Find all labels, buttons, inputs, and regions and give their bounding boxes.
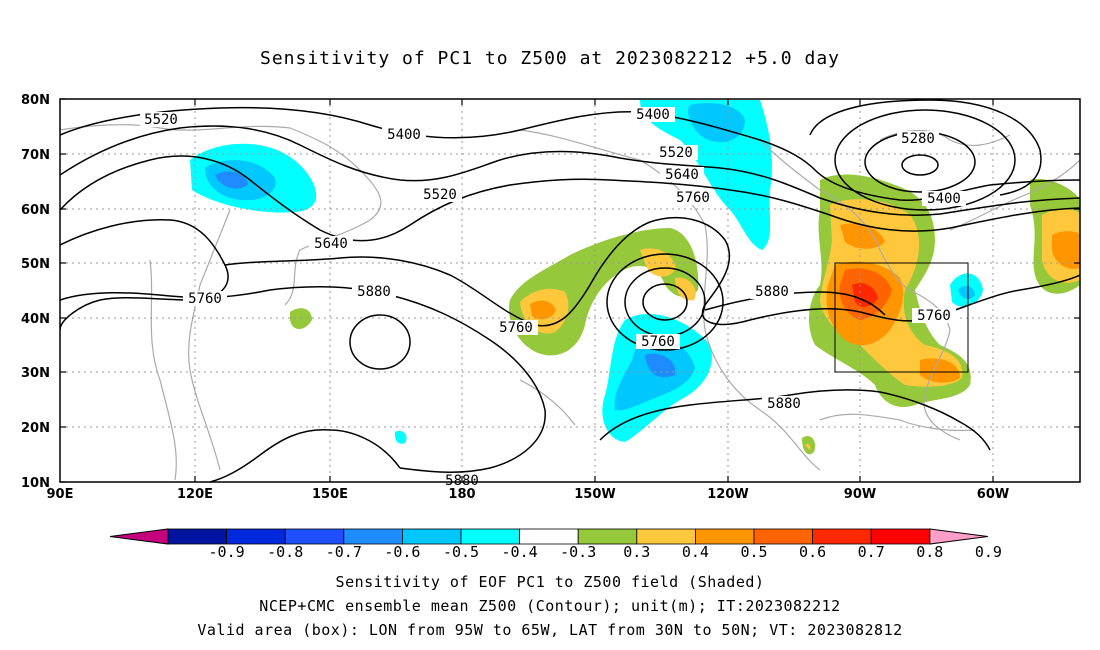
colorbar-label: 0.3 bbox=[623, 543, 650, 561]
negative-region-arctic bbox=[640, 100, 772, 250]
contour-label: 5400 bbox=[927, 191, 961, 207]
colorbar-swatch bbox=[167, 528, 227, 545]
colorbar-swatch bbox=[401, 528, 462, 545]
colorbar-label: 0.4 bbox=[682, 543, 709, 561]
contour-label: 5400 bbox=[387, 127, 421, 143]
colorbar-label: -0.3 bbox=[560, 543, 596, 561]
lat-tick-label: 20N bbox=[21, 421, 50, 436]
colorbar-label: 0.9 bbox=[975, 543, 1002, 561]
contour-label: 5760 bbox=[499, 320, 533, 336]
axis-ticks bbox=[60, 98, 1080, 483]
colorbar-swatch bbox=[577, 528, 638, 545]
sensitivity-shading bbox=[190, 100, 1080, 455]
lon-tick-label: 180 bbox=[448, 487, 475, 502]
contour-label: 5520 bbox=[144, 112, 178, 128]
contour-label: 5760 bbox=[676, 190, 710, 206]
contour-label: 5520 bbox=[659, 145, 693, 161]
lat-tick-label: 60N bbox=[21, 203, 50, 218]
colorbar-label: -0.9 bbox=[209, 543, 245, 561]
colorbar-label: 0.6 bbox=[799, 543, 826, 561]
colorbar-swatch bbox=[870, 528, 931, 545]
lon-tick-label: 150W bbox=[574, 487, 615, 502]
contour-label: 5760 bbox=[641, 334, 675, 350]
lat-tick-label: 30N bbox=[21, 366, 50, 381]
contour-label: 5400 bbox=[636, 107, 670, 123]
caption-line-1: Sensitivity of EOF PC1 to Z500 field (Sh… bbox=[335, 573, 765, 591]
grid-lines bbox=[60, 99, 1080, 482]
caption-line-2: NCEP+CMC ensemble mean Z500 (Contour); u… bbox=[259, 597, 841, 615]
contour-label: 5760 bbox=[188, 291, 222, 307]
lon-tick-label: 60W bbox=[977, 487, 1009, 502]
colorbar-swatch bbox=[460, 528, 520, 545]
contour-low-pacific bbox=[642, 283, 688, 321]
colorbar-label: -0.8 bbox=[267, 543, 303, 561]
contour-label: 5880 bbox=[755, 284, 789, 300]
lat-tick-label: 50N bbox=[21, 257, 50, 272]
colorbar: -0.9 -0.8 -0.7 -0.6 -0.5 -0.4 -0.3 0.3 0.4 0.5 0.6… bbox=[109, 528, 1002, 561]
contour-label: 5520 bbox=[423, 187, 457, 203]
lat-tick-label: 80N bbox=[21, 93, 50, 108]
colorbar-swatch bbox=[753, 528, 813, 545]
lon-tick-label: 90E bbox=[47, 487, 74, 502]
lon-tick-label: 90W bbox=[844, 487, 876, 502]
colorbar-swatch bbox=[519, 528, 579, 545]
coastlines bbox=[60, 124, 1080, 481]
colorbar-swatch bbox=[343, 528, 403, 545]
contour-5520 bbox=[60, 125, 1080, 216]
contour-label: 5880 bbox=[357, 284, 391, 300]
contour-label: 5640 bbox=[665, 167, 699, 183]
lon-tick-labels: 90E 120E 150E 180 150W 120W 90W 60W bbox=[47, 487, 1010, 502]
contour-label: 5280 bbox=[901, 131, 935, 147]
caption-line-3: Valid area (box): LON from 95W to 65W, L… bbox=[197, 621, 903, 639]
lat-tick-label: 40N bbox=[21, 312, 50, 327]
colorbar-swatch bbox=[812, 528, 872, 545]
colorbar-label: -0.5 bbox=[443, 543, 479, 561]
colorbar-label: 0.7 bbox=[858, 543, 885, 561]
plot-frame bbox=[59, 98, 1081, 483]
colorbar-swatch bbox=[284, 528, 345, 545]
lat-tick-labels: 80N 70N 60N 50N 40N 30N 20N 10N bbox=[21, 93, 50, 491]
contour-5640 bbox=[60, 155, 1080, 242]
colorbar-label: -0.6 bbox=[384, 543, 420, 561]
contour-low-arctic bbox=[901, 154, 939, 176]
colorbar-label: 0.5 bbox=[740, 543, 767, 561]
colorbar-label: -0.7 bbox=[326, 543, 362, 561]
contour-label: 5640 bbox=[314, 236, 348, 252]
lon-tick-label: 120E bbox=[177, 487, 213, 502]
colorbar-label: -0.4 bbox=[502, 543, 538, 561]
contour-label: 5760 bbox=[917, 308, 951, 324]
contour-5760 bbox=[60, 219, 229, 331]
valid-area-box bbox=[834, 262, 969, 373]
colorbar-arrow-min bbox=[109, 528, 169, 545]
contour-label: 5880 bbox=[767, 396, 801, 412]
contour-high bbox=[349, 314, 411, 370]
contour-labels: 5520 5400 5400 5280 5520 5640 5760 5520 … bbox=[140, 107, 966, 489]
colorbar-swatch bbox=[695, 528, 755, 545]
colorbar-label: 0.8 bbox=[916, 543, 943, 561]
colorbar-swatch bbox=[636, 528, 696, 545]
lat-tick-label: 10N bbox=[21, 476, 50, 491]
lon-tick-label: 150E bbox=[312, 487, 348, 502]
chart-title: Sensitivity of PC1 to Z500 at 2023082212… bbox=[259, 48, 840, 69]
colorbar-arrow-max bbox=[929, 528, 988, 545]
lat-tick-label: 70N bbox=[21, 148, 50, 163]
lon-tick-label: 120W bbox=[707, 487, 748, 502]
contour-5880 bbox=[60, 285, 546, 473]
colorbar-swatch bbox=[226, 528, 286, 545]
